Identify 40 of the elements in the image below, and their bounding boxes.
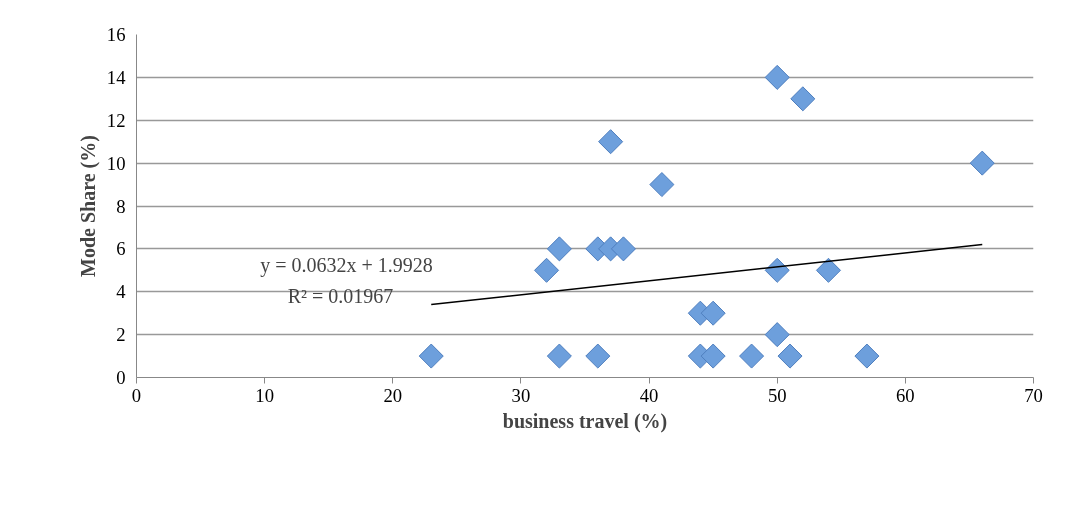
point — [739, 343, 765, 369]
x-tick-label: 30 — [511, 384, 531, 406]
point — [854, 343, 880, 369]
y-tick-label: 2 — [116, 324, 126, 346]
point — [534, 257, 560, 283]
point — [815, 257, 841, 283]
y-axis-title: Mode Share (%) — [76, 135, 100, 277]
x-tick-label: 0 — [131, 384, 142, 406]
annotation: y = 0.0632x + 1.9928 — [260, 253, 433, 277]
y-tick-label: 4 — [116, 281, 127, 303]
point — [969, 150, 995, 176]
point — [418, 343, 444, 369]
point — [700, 300, 726, 326]
x-tick-label: 10 — [255, 384, 274, 406]
x-tick-label: 60 — [896, 384, 915, 406]
y-tick-label: 0 — [116, 367, 126, 388]
point — [777, 343, 803, 369]
point — [546, 343, 572, 369]
point — [764, 64, 790, 90]
point — [546, 236, 572, 262]
y-tick-label: 10 — [106, 152, 126, 174]
y-tick-label: 8 — [116, 195, 126, 217]
point — [764, 322, 790, 348]
x-tick-label: 50 — [767, 384, 787, 406]
y-tick-label: 6 — [116, 238, 126, 260]
y-tick-label: 12 — [106, 109, 126, 131]
annotation: R² = 0.01967 — [287, 284, 394, 307]
x-tick-label: 70 — [1024, 384, 1043, 406]
y-tick-label: 14 — [106, 66, 127, 88]
y-tick-label: 16 — [106, 24, 126, 45]
point — [598, 129, 624, 155]
point — [585, 343, 611, 369]
point — [764, 257, 790, 283]
point — [700, 343, 726, 369]
x-axis-title: business travel (%) — [502, 409, 668, 433]
x-tick-label: 20 — [383, 384, 403, 406]
point — [790, 86, 816, 112]
point — [649, 172, 675, 198]
point — [610, 236, 636, 262]
x-tick-label: 40 — [639, 384, 659, 406]
